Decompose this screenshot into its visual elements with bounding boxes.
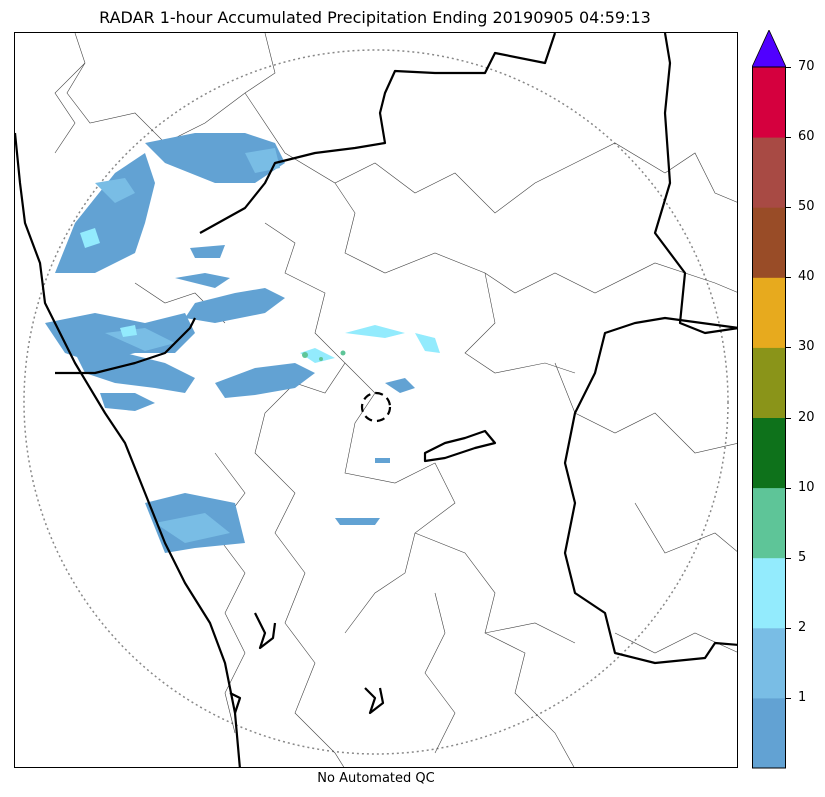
colorbar-bin	[752, 557, 786, 629]
colorbar-bin	[752, 207, 786, 278]
precip-cyan	[80, 228, 440, 363]
colorbar-tick	[786, 207, 791, 209]
map-canvas	[15, 33, 737, 767]
colorbar-bin	[752, 417, 786, 489]
colorbar-tick-label: 60	[798, 129, 815, 145]
radar-range-ring	[23, 49, 729, 755]
colorbar-tick	[786, 557, 791, 559]
colorbar-extend-arrow	[751, 29, 787, 68]
colorbar-bin	[752, 697, 786, 769]
colorbar-tick	[786, 347, 791, 349]
colorbar-tick	[786, 277, 791, 279]
colorbar-tick-label: 1	[798, 689, 807, 705]
colorbar-svg	[751, 29, 787, 769]
colorbar-tick-label: 2	[798, 619, 807, 635]
colorbar-tick	[786, 697, 791, 699]
radar-map[interactable]	[14, 32, 738, 768]
colorbar-bin	[752, 347, 786, 418]
radar-site-marker	[360, 391, 392, 423]
colorbar-tick-label: 50	[798, 199, 815, 215]
precip-green	[302, 350, 346, 361]
colorbar-tick	[786, 487, 791, 489]
colorbar-tick	[786, 67, 791, 68]
colorbar-tick	[786, 627, 791, 629]
colorbar-bin	[752, 137, 786, 208]
colorbar-tick-label: 70	[798, 59, 815, 74]
colorbar-bin	[752, 277, 786, 348]
colorbar-tick-label: 40	[798, 269, 815, 285]
precip-light	[45, 133, 415, 553]
colorbar-bin	[752, 487, 786, 559]
precip-colorbar	[751, 29, 787, 770]
map-title: RADAR 1-hour Accumulated Precipitation E…	[99, 8, 651, 27]
colorbar-bin	[752, 627, 786, 699]
colorbar-tick-label: 20	[798, 409, 815, 425]
colorbar-tick	[786, 137, 791, 139]
colorbar-bin	[752, 67, 786, 138]
qc-note: No Automated QC	[317, 771, 435, 786]
state-boundaries	[15, 33, 737, 767]
colorbar-tick-label: 10	[798, 479, 815, 495]
colorbar-tick	[786, 417, 791, 419]
colorbar-tick-label: 5	[798, 549, 807, 565]
colorbar-tick-label: 30	[798, 339, 815, 355]
colorbar-bins	[752, 67, 786, 769]
